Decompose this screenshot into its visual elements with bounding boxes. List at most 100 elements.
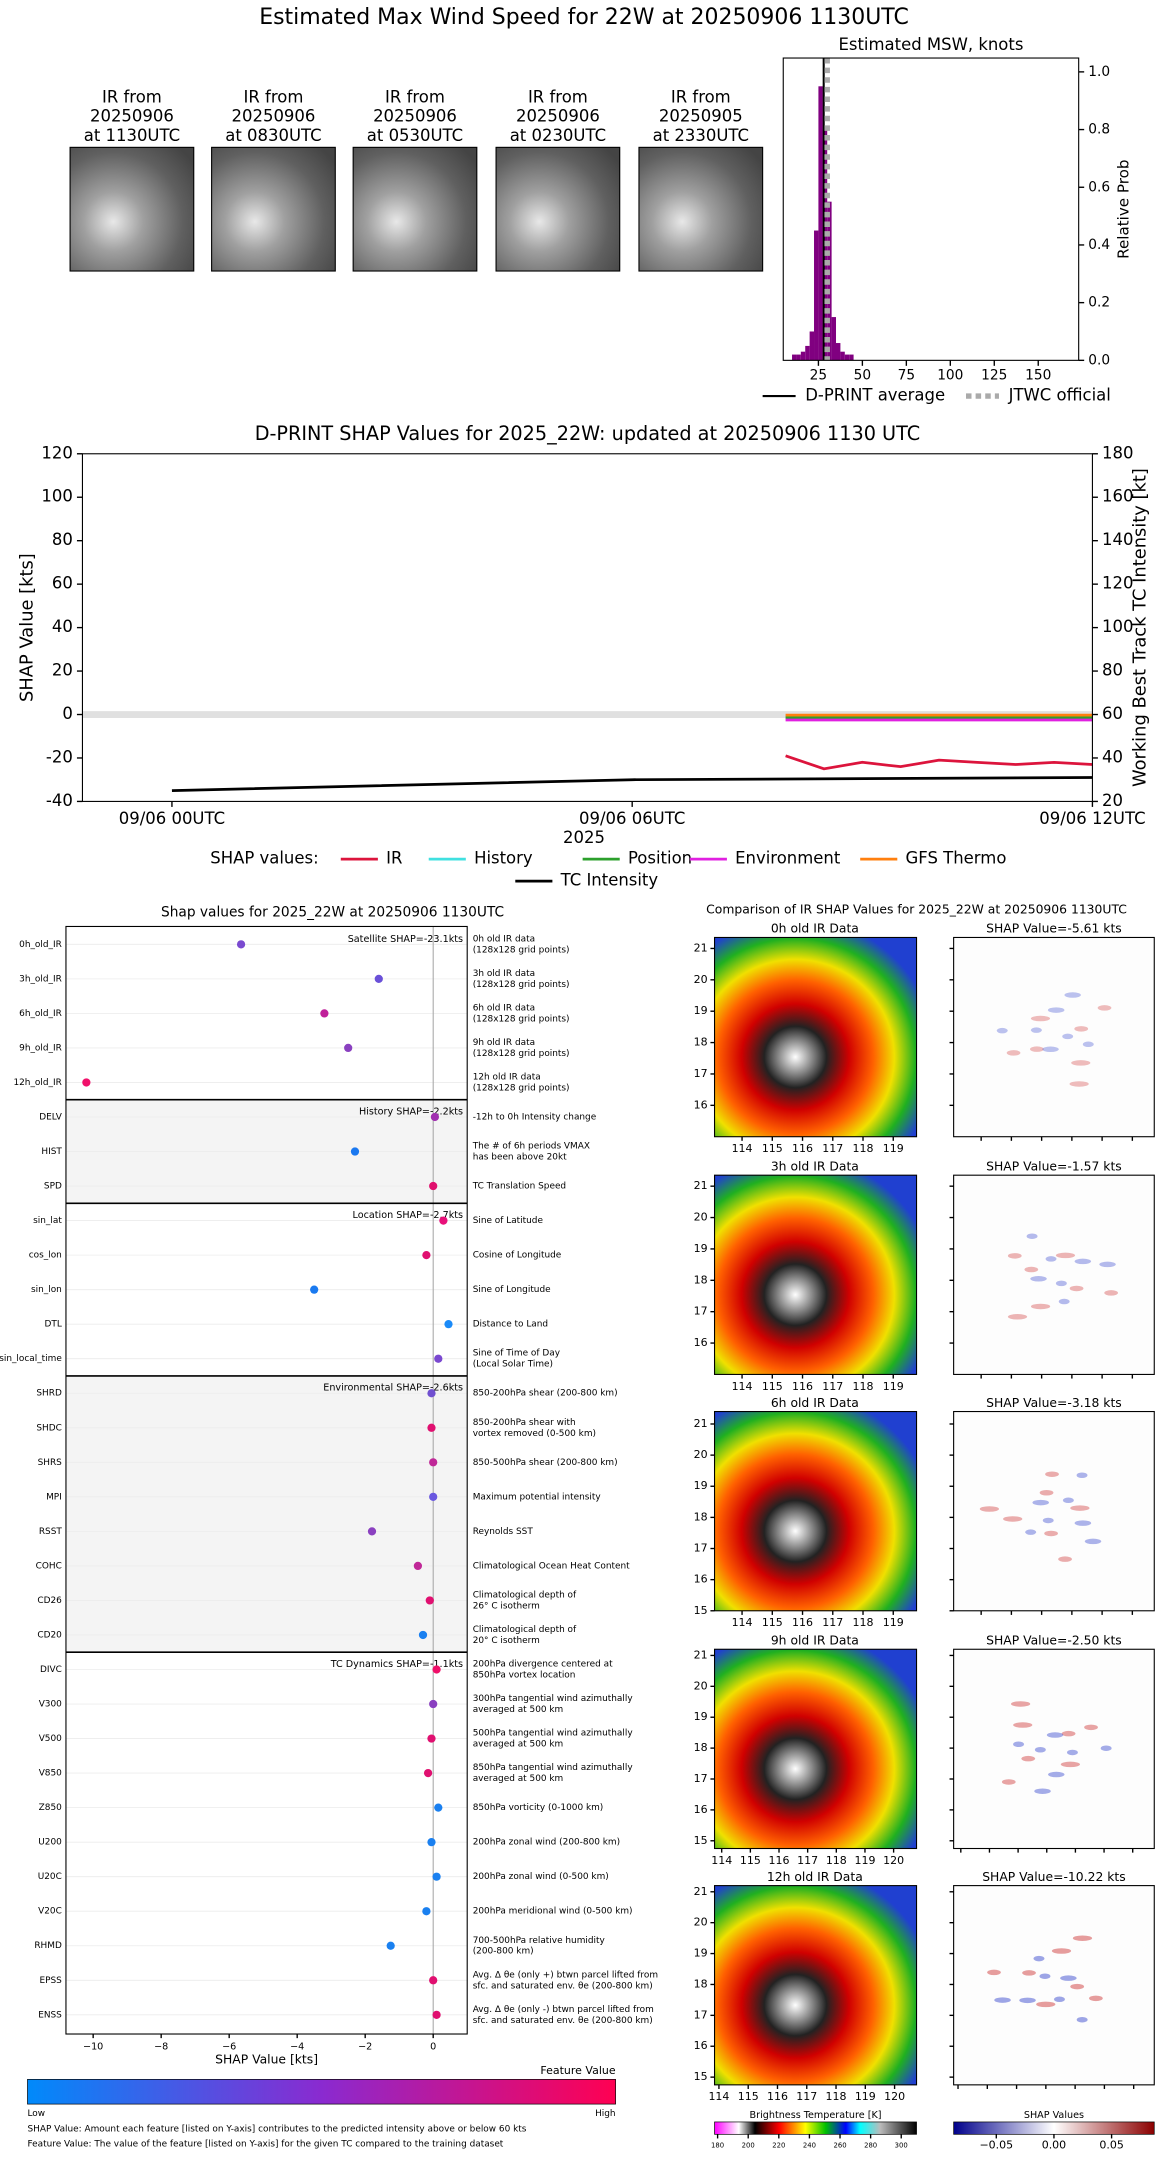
colorbar-title: SHAP Values [1024, 2110, 1084, 2121]
thumbnail-label: IR from [385, 87, 445, 106]
shap-dot [432, 1665, 441, 1674]
shap-blob [1024, 1266, 1039, 1273]
y-tick-label: 21 [694, 1648, 708, 1661]
shap-blob [1007, 1253, 1022, 1259]
feature-description: 850hPa tangential wind azimuthally [473, 1763, 634, 1773]
y-tick-label: 17 [694, 1542, 708, 1555]
thumbnail-label: IR from [671, 87, 731, 106]
thumbnail-label: 20250906 [90, 107, 174, 126]
shap-panel-title: SHAP Value=-5.61 kts [986, 922, 1122, 936]
shap-dot [310, 1285, 319, 1294]
hist-bar [831, 317, 837, 361]
shap-dot [374, 974, 383, 983]
y-tick-label: 20 [694, 1211, 708, 1224]
shap-image [953, 936, 1155, 1138]
thumbnail-label: 20250906 [516, 107, 600, 126]
legend-label: History [474, 849, 533, 868]
hist-bar [818, 86, 823, 361]
shap-image [953, 1410, 1155, 1612]
feature-name: sin_lat [33, 1216, 62, 1226]
shap-blob [1026, 1233, 1038, 1239]
y-tick-label: 17 [694, 1772, 708, 1785]
shap-blob [1055, 1280, 1067, 1287]
colorbar-tick-label: −0.05 [979, 2138, 1013, 2151]
shap-blob [1060, 1761, 1080, 1768]
y-tick-label: 16 [694, 2039, 708, 2052]
feature-name: DIVC [40, 1665, 62, 1675]
shap-blob [1046, 1732, 1064, 1738]
feature-description: Avg. Δ θe (only +) btwn parcel lifted fr… [473, 1970, 658, 1980]
y-tick-label: 40 [52, 617, 73, 636]
hist-bar [849, 354, 854, 361]
hist-bar [844, 354, 850, 361]
shap-blob [1021, 1755, 1036, 1762]
legend-label: D-PRINT average [805, 386, 945, 405]
legend-label: Position [628, 849, 692, 868]
feature-name: DELV [39, 1112, 62, 1122]
feature-name: HIST [41, 1147, 62, 1157]
y-axis-label: SHAP Value [kts] [16, 553, 37, 702]
y2-tick-label: 80 [1102, 661, 1123, 680]
colorbar [953, 2121, 1155, 2135]
feature-description: 0h old IR data [473, 934, 535, 944]
y-tick-label: 15 [694, 1834, 708, 1847]
shap-dot [82, 1078, 91, 1087]
x-tick-label: 118 [853, 1616, 874, 1629]
shap-blob [1034, 1788, 1051, 1794]
thumbnail-label: 20250906 [232, 107, 316, 126]
group-label: Location SHAP=-2.7kts [353, 1210, 464, 1221]
legend-label: GFS Thermo [906, 849, 1007, 868]
feature-name: MPI [46, 1492, 62, 1502]
x-tick-label: 120 [883, 1854, 904, 1867]
hist-frame [782, 57, 1080, 361]
feature-description: (128x128 grid points) [473, 1049, 570, 1059]
hist-bar [809, 331, 815, 361]
feature-description: Distance to Land [473, 1320, 548, 1330]
feature-name: cos_lon [29, 1251, 62, 1261]
shap-blob [1013, 1722, 1033, 1728]
ir-image [713, 936, 918, 1138]
y2-tick-label: 100 [1102, 617, 1133, 636]
shap-blob [1070, 1983, 1085, 1990]
colorbar-tick-label: 220 [772, 2141, 785, 2149]
feature-description: 850hPa vorticity (0-1000 km) [473, 1803, 604, 1813]
shap-dot [350, 1147, 360, 1156]
y2-tick-label: 180 [1102, 443, 1133, 462]
ir-image [713, 1648, 918, 1850]
shap-blob [1070, 1505, 1090, 1511]
y-tick-label: 21 [694, 1179, 708, 1192]
colorbar-tick-label: 0.00 [1042, 2138, 1066, 2151]
x-tick-label: 114 [732, 1142, 753, 1155]
thumbnail-label: 20250906 [373, 107, 457, 126]
x-tick-label: 115 [740, 1854, 761, 1867]
shap-blob [1089, 1995, 1103, 2002]
feature-name: 12h_old_IR [13, 1078, 61, 1088]
feature-name: RSST [39, 1527, 63, 1537]
shap-dot [344, 1043, 353, 1053]
feature-description: TC Translation Speed [472, 1182, 566, 1192]
feature-name: CD20 [37, 1630, 62, 1640]
legend-label: Environment [735, 849, 841, 868]
shap-blob [1069, 1285, 1084, 1292]
y-tick-label: 21 [694, 1417, 708, 1430]
shap-blob [1066, 1749, 1078, 1756]
x-tick-label: 125 [981, 367, 1007, 383]
shap-blob [1076, 2016, 1088, 2023]
shap-panel-title: SHAP Value=-1.57 kts [986, 1159, 1122, 1173]
x-tick-label: −4 [290, 2041, 304, 2052]
x-tick-label: 116 [792, 1142, 813, 1155]
feature-name: sin_lon [31, 1285, 62, 1295]
feature-colorbar [27, 2079, 616, 2105]
x-tick-label: 116 [767, 2090, 788, 2103]
shap-dot [425, 1596, 434, 1605]
x-tick-label: 116 [792, 1380, 813, 1393]
shap-blob [1104, 1290, 1119, 1296]
series-line [785, 754, 1093, 771]
shap-panel-title: SHAP Value=-10.22 kts [982, 1870, 1126, 1884]
legend-title: SHAP values: [210, 849, 318, 868]
colorbar-tick-label: 300 [895, 2141, 908, 2149]
shap-blob [996, 1027, 1008, 1034]
ir-thumbnail [495, 146, 621, 272]
shap-blob [1022, 1970, 1036, 1976]
